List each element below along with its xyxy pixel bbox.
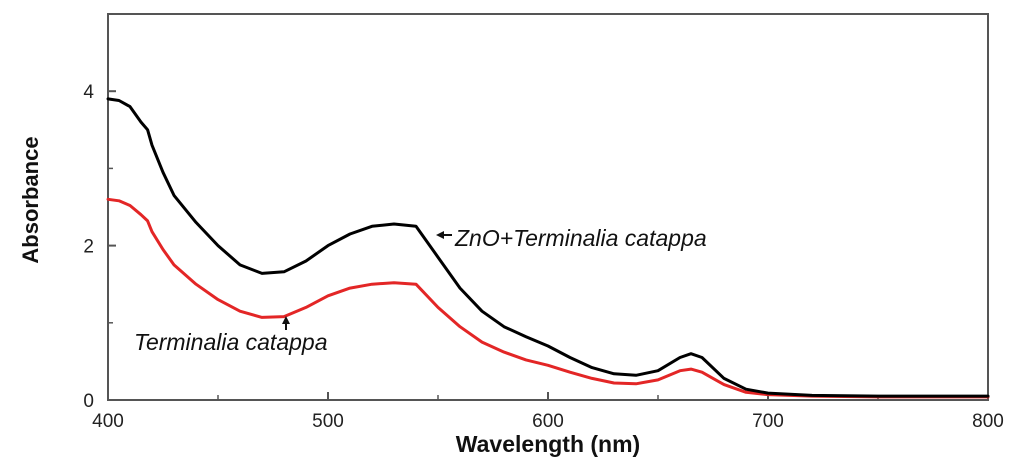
x-tick-label: 800 — [972, 411, 1004, 432]
y-tick-label: 4 — [83, 82, 94, 103]
zno-annotation: ZnO+Terminalia catappa — [436, 225, 707, 251]
x-axis-title: Wavelength (nm) — [456, 431, 640, 457]
tc-arrowhead — [282, 316, 290, 324]
tc-series-label: Terminalia catappa — [134, 329, 328, 355]
x-tick-label: 500 — [312, 411, 344, 432]
y-axis-title: Absorbance — [18, 136, 43, 263]
x-tick-label: 400 — [92, 411, 124, 432]
zno-arrowhead — [436, 231, 444, 239]
series-lines — [106, 97, 990, 399]
tc-annotation: Terminalia catappa — [134, 316, 328, 355]
x-tick-label: 700 — [752, 411, 784, 432]
x-tick-label: 600 — [532, 411, 564, 432]
series-line-zno-terminalia-catappa — [106, 97, 990, 398]
zno-series-label: ZnO+Terminalia catappa — [454, 225, 707, 251]
series-line-terminalia-catappa — [106, 197, 990, 399]
y-tick-label: 0 — [83, 391, 94, 412]
axis-tick-labels: 400 500 600 700 800 0 2 4 — [83, 82, 1003, 432]
y-tick-label: 2 — [83, 237, 94, 258]
